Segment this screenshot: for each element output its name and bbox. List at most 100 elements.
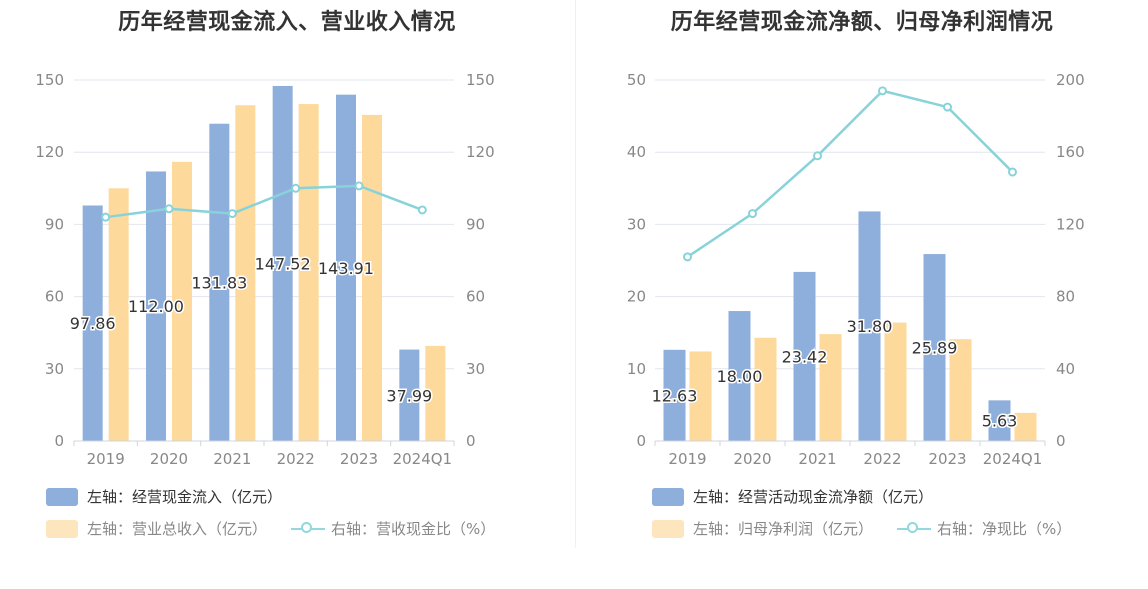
bar-2 (793, 271, 816, 441)
x-tick-label: 2023 (928, 450, 966, 468)
y-tick-label-left: 0 (636, 432, 646, 450)
bar-0 (82, 205, 103, 441)
bar-data-label: 31.80 (847, 317, 893, 336)
legend-line-icon (291, 520, 326, 538)
x-tick-label: 2021 (213, 450, 251, 468)
legend-line-icon (897, 520, 932, 538)
bar-4 (336, 94, 356, 441)
ratio-line (686, 89, 1014, 258)
bar-secondary-2 (819, 334, 842, 441)
ratio-point (878, 86, 887, 96)
bar-data-label: 5.63 (982, 412, 1018, 431)
legend-row-2: 左轴：营业总收入（亿元） 右轴：营收现金比（%） (46, 518, 519, 539)
ratio-point (748, 209, 757, 219)
bar-data-label: 147.52 (255, 254, 311, 273)
x-tick-label: 2021 (798, 450, 836, 468)
y-tick-label-left: 120 (35, 143, 64, 161)
x-tick-label: 2019 (87, 450, 125, 468)
x-tick-label: 2019 (668, 450, 706, 468)
y-tick-label-right: 0 (466, 432, 476, 450)
legend-item-cash-inflow[interactable]: 左轴：经营现金流入（亿元） (46, 486, 282, 507)
legend-label: 左轴：归母净利润（亿元） (693, 520, 874, 538)
legend-item-net-cash-ratio[interactable]: 右轴：净现比（%） (897, 518, 1071, 539)
y-tick-label-left: 90 (45, 215, 64, 233)
legend-label: 左轴：营业总收入（亿元） (87, 520, 268, 538)
y-tick-label-left: 0 (54, 432, 64, 450)
bar-2 (209, 123, 230, 442)
legend-item-revenue[interactable]: 左轴：营业总收入（亿元） (46, 518, 267, 539)
chart-panel-cash-inflow-revenue: 历年经营现金流入、营业收入情况 0 30 60 90 120 150 0 30 60 90 120 1… (0, 0, 574, 560)
bar-3 (272, 85, 293, 441)
y-tick-label-right: 0 (1056, 432, 1066, 450)
bar-data-label: 12.63 (652, 386, 698, 405)
bar-0 (663, 349, 686, 441)
legend-item-ratio[interactable]: 右轴：营收现金比（%） (291, 518, 495, 539)
y-tick-label-left: 50 (627, 71, 646, 89)
ratio-point (813, 151, 822, 161)
bar-secondary-0 (108, 188, 129, 441)
x-tick-label: 2020 (733, 450, 771, 468)
ratio-point (164, 204, 174, 214)
bar-secondary-1 (754, 337, 777, 441)
chart-canvas: 0 10 20 30 40 50 0 40 80 120 160 200 2019 2020 2021 202… (627, 71, 1085, 468)
y-tick-label-right: 60 (466, 288, 485, 306)
x-tick-label: 2022 (863, 450, 901, 468)
y-tick-label-left: 30 (627, 215, 646, 233)
bar-3 (858, 211, 881, 441)
bar-4 (923, 254, 946, 441)
y-tick-label-left: 30 (45, 360, 64, 378)
bar-secondary-4 (949, 339, 972, 441)
x-tick-label: 2023 (340, 450, 378, 468)
legend-swatch-yellow (652, 519, 684, 538)
bar-secondary-0 (689, 351, 712, 441)
bar-data-label: 131.83 (191, 273, 247, 292)
y-tick-label-left: 20 (627, 288, 646, 306)
ratio-point (683, 252, 692, 262)
bar-secondary-2 (235, 105, 256, 442)
y-tick-label-left: 60 (45, 288, 64, 306)
legend-label: 右轴：营收现金比（%） (331, 520, 496, 538)
y-tick-label-right: 150 (466, 71, 495, 89)
y-tick-label-right: 120 (1056, 215, 1085, 233)
bar-1 (146, 171, 166, 441)
chart-title: 历年经营现金流入、营业收入情况 (118, 10, 456, 35)
bar-1 (728, 311, 751, 441)
legend-item-net-cashflow[interactable]: 左轴：经营活动现金流净额（亿元） (652, 486, 933, 507)
y-tick-label-right: 30 (466, 360, 485, 378)
bar-data-label: 23.42 (782, 347, 828, 366)
ratio-point (1008, 167, 1017, 177)
legend-label: 左轴：经营活动现金流净额（亿元） (693, 488, 934, 506)
y-tick-label-left: 150 (35, 71, 64, 89)
legend-swatch-blue (652, 487, 684, 506)
y-tick-label-left: 40 (627, 143, 646, 161)
ratio-point (354, 181, 364, 191)
ratio-line (105, 184, 423, 219)
bar-5 (988, 400, 1011, 441)
bar-data-label: 25.89 (912, 339, 958, 358)
legend-item-net-profit[interactable]: 左轴：归母净利润（亿元） (652, 518, 873, 539)
y-tick-label-right: 40 (1056, 360, 1075, 378)
ratio-point (101, 212, 111, 222)
chart-canvas: 0 30 60 90 120 150 0 30 60 90 120 150 2019 2020 2021 20… (35, 71, 495, 468)
y-tick-label-right: 200 (1056, 71, 1085, 89)
bar-secondary-3 (884, 322, 907, 441)
panel-divider (575, 0, 576, 548)
x-tick-label: 2020 (150, 450, 188, 468)
bar-secondary-5 (1014, 412, 1037, 441)
legend-row-1: 左轴：经营现金流入（亿元） (46, 486, 306, 507)
legend-row-1: 左轴：经营活动现金流净额（亿元） (652, 486, 957, 507)
x-tick-label: 2024Q1 (393, 450, 453, 468)
x-tick-label: 2024Q1 (983, 450, 1043, 468)
y-tick-label-right: 120 (466, 143, 495, 161)
y-tick-label-right: 160 (1056, 143, 1085, 161)
ratio-point (227, 209, 237, 219)
y-tick-label-left: 10 (627, 360, 646, 378)
legend-label: 左轴：经营现金流入（亿元） (87, 488, 283, 506)
y-tick-label-right: 80 (1056, 288, 1075, 306)
bar-secondary-5 (425, 345, 446, 441)
ratio-point (417, 205, 427, 215)
ratio-point (943, 102, 952, 112)
bar-data-label: 37.99 (386, 386, 432, 405)
chart-title: 历年经营现金流净额、归母净利润情况 (670, 10, 1054, 35)
bar-secondary-1 (172, 161, 192, 441)
